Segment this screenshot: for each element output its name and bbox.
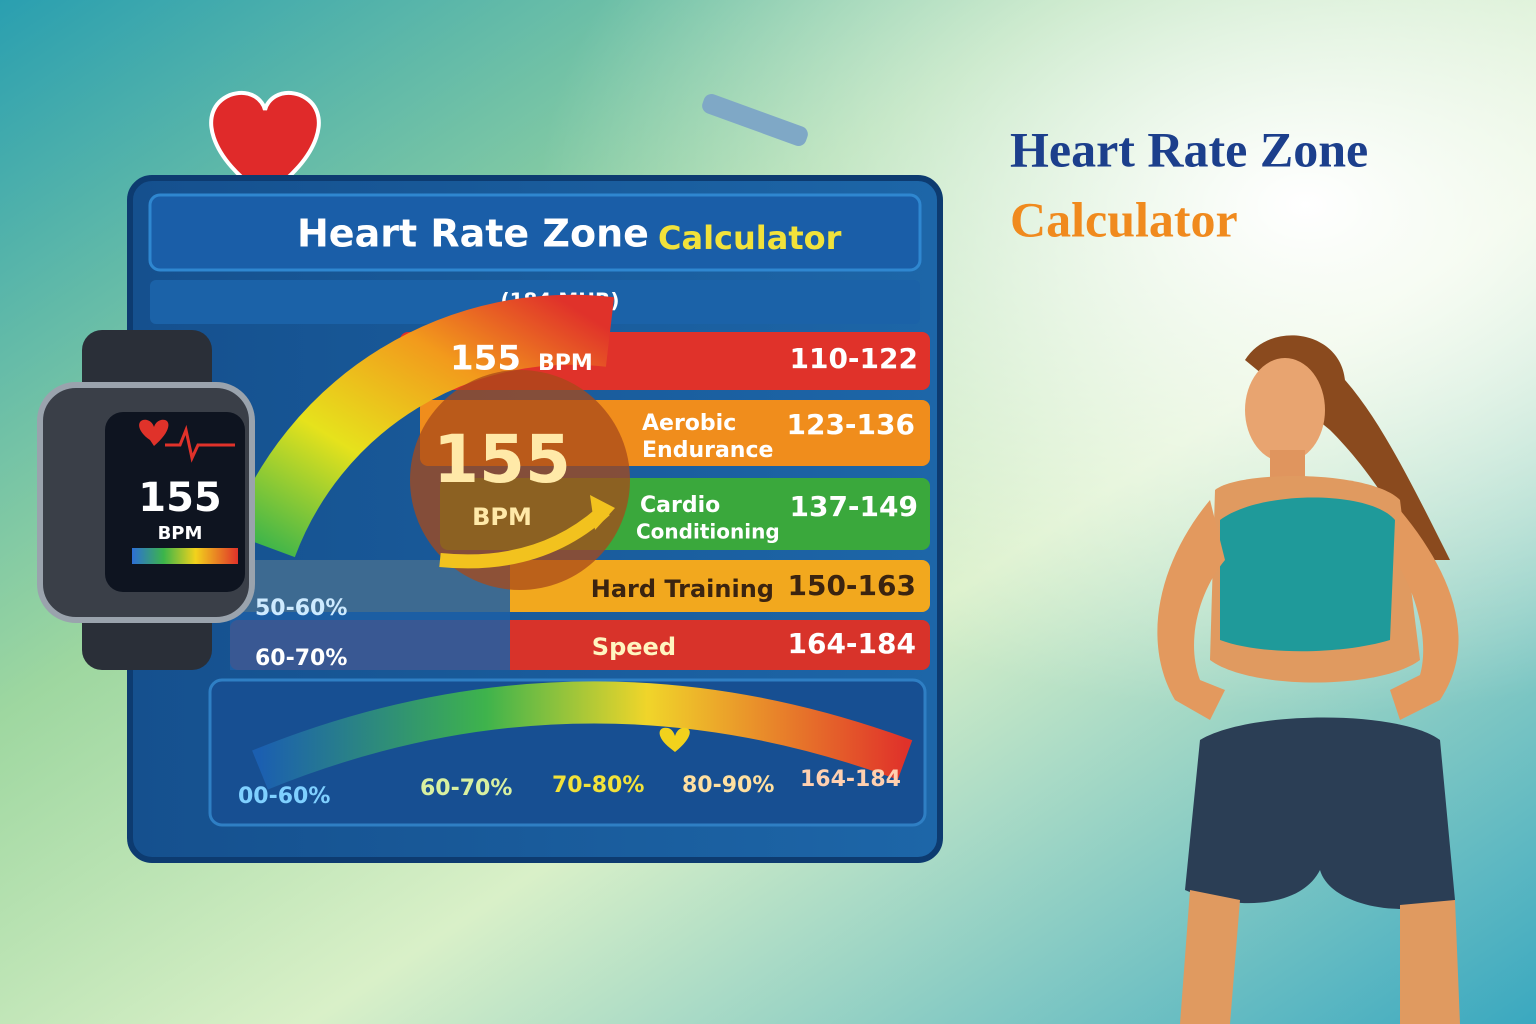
scale-arc: [252, 681, 913, 790]
heart-icon: [209, 90, 321, 198]
woman-arm: [1390, 510, 1459, 720]
panel-title-main: Heart Rate Zone: [297, 212, 649, 256]
panel-title-accent: Calculator: [658, 219, 842, 257]
gauge-arrowhead: [590, 495, 615, 530]
zone-unit: BPM: [538, 351, 593, 376]
zone-label: Hard Training: [591, 575, 774, 603]
watch-value: 155: [138, 475, 222, 521]
percent-label: 60-70%: [255, 646, 347, 671]
gauge-arc: [229, 294, 615, 558]
woman-leg: [1400, 900, 1460, 1024]
zone-range: 164-184: [787, 627, 916, 660]
zone-label: Cardio: [640, 493, 720, 518]
zone-range: 150-163: [787, 569, 916, 602]
zone-row-left: [230, 560, 510, 670]
zone-value: 155: [450, 339, 521, 379]
dumbbell-icon: [702, 94, 808, 146]
zone-label: Speed: [592, 633, 676, 661]
woman-top: [1220, 497, 1395, 652]
woman-arm: [1157, 500, 1225, 720]
watch-heart: [139, 419, 169, 446]
zone-range: 137-149: [789, 490, 918, 523]
watch-pulse: [165, 424, 235, 463]
watch-screen: [105, 412, 245, 592]
zone-label: Endurance: [642, 438, 773, 463]
gauge-unit: BPM: [472, 503, 532, 531]
gauge-arrow: [439, 504, 610, 569]
zone-label: Aerobic: [642, 411, 736, 436]
woman-head: [1245, 358, 1325, 462]
zone-range: 123-136: [786, 408, 915, 441]
zone-label: Conditioning: [636, 520, 780, 544]
gauge-value: 155: [433, 421, 571, 498]
scale-label: 60-70%: [420, 776, 512, 801]
watch-unit: BPM: [158, 523, 203, 544]
scale-marker: [659, 727, 690, 752]
zone-range: 110-122: [789, 342, 918, 375]
scale-label: 70-80%: [552, 773, 644, 798]
percent-label: 50-60%: [255, 596, 347, 621]
side-title-line2: Calculator: [1010, 191, 1238, 247]
woman-leg: [1180, 890, 1240, 1024]
scale-label: 00-60%: [238, 784, 330, 809]
side-title-line1: Heart Rate Zone: [1010, 121, 1368, 177]
watch-zone-bar: [132, 548, 238, 564]
panel-title-bar: [148, 193, 922, 272]
scale-label: 80-90%: [682, 773, 774, 798]
scale-label: 164-184: [800, 767, 901, 792]
woman-shorts: [1185, 717, 1455, 909]
